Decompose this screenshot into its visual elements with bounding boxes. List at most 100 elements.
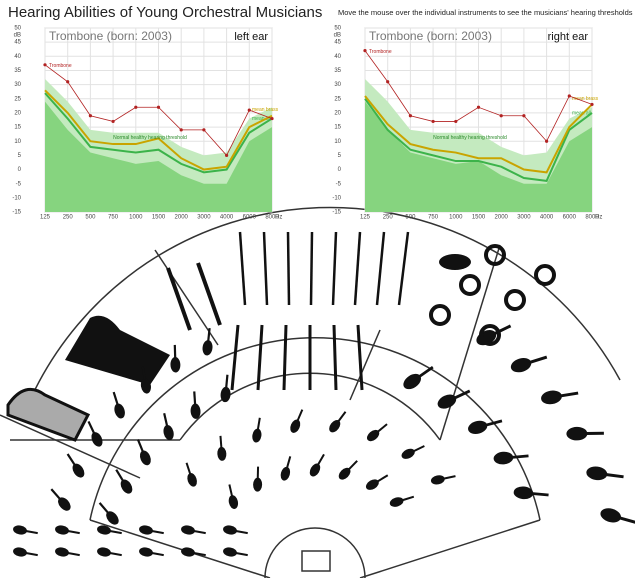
violin[interactable] <box>133 438 153 467</box>
trombone[interactable] <box>399 232 408 305</box>
woodwind[interactable] <box>232 325 238 390</box>
horn[interactable] <box>431 306 449 324</box>
page: {"title": "Hearing Abilities of Young Or… <box>0 0 635 578</box>
violin[interactable] <box>54 524 80 537</box>
viola[interactable] <box>253 467 263 492</box>
violin[interactable] <box>220 374 232 402</box>
data-point <box>89 114 92 117</box>
neck <box>606 474 624 476</box>
y-tick-label: -15 <box>332 210 341 216</box>
trombone[interactable] <box>264 232 267 305</box>
violin[interactable] <box>54 546 80 559</box>
body <box>138 449 153 467</box>
violin[interactable] <box>202 328 215 356</box>
data-point <box>545 140 548 143</box>
y-tick-label: 10 <box>14 139 21 145</box>
neck <box>619 518 635 523</box>
violin[interactable] <box>189 391 201 419</box>
violin[interactable] <box>63 451 86 479</box>
horn[interactable] <box>536 266 554 284</box>
violin[interactable] <box>180 546 206 559</box>
violin[interactable] <box>222 524 248 537</box>
violin[interactable] <box>96 546 122 559</box>
violin[interactable] <box>138 524 164 537</box>
violin[interactable] <box>222 546 248 559</box>
cello[interactable] <box>401 362 437 392</box>
cello[interactable] <box>540 386 579 405</box>
neck <box>532 494 549 495</box>
cello[interactable] <box>467 415 504 436</box>
x-axis-label: Hz <box>595 215 602 221</box>
y-tick-label: 45 <box>334 40 341 46</box>
violin[interactable] <box>138 546 164 559</box>
data-point <box>477 106 480 109</box>
panel-label: left ear <box>234 31 268 43</box>
body <box>96 546 111 557</box>
cello[interactable] <box>509 351 549 375</box>
viola[interactable] <box>430 472 456 486</box>
trombone[interactable] <box>355 232 360 305</box>
y-tick-label: 10 <box>334 139 341 145</box>
viola[interactable] <box>288 408 306 435</box>
viola[interactable] <box>400 442 426 461</box>
cello[interactable] <box>435 385 472 411</box>
neck <box>194 531 206 533</box>
x-tick-label: 1500 <box>472 215 486 221</box>
body <box>222 546 237 557</box>
trombone[interactable] <box>240 232 245 305</box>
violin[interactable] <box>109 391 127 420</box>
woodwind[interactable] <box>334 325 336 390</box>
trombone[interactable] <box>377 232 384 305</box>
violin[interactable] <box>180 524 206 537</box>
neck <box>187 463 191 474</box>
neck <box>258 418 260 430</box>
neck <box>110 553 122 555</box>
neck <box>236 531 248 533</box>
trombone[interactable] <box>311 232 312 305</box>
viola[interactable] <box>182 461 198 488</box>
x-tick-label: 4000 <box>220 215 234 221</box>
piano[interactable] <box>65 316 170 385</box>
y-tick-label: 35 <box>334 68 341 74</box>
data-point <box>409 114 412 117</box>
trombone[interactable] <box>333 232 336 305</box>
violin[interactable] <box>84 419 105 448</box>
viola[interactable] <box>364 471 390 492</box>
cello[interactable] <box>585 465 624 483</box>
violin[interactable] <box>12 524 38 537</box>
y-tick-label: 50 <box>14 26 21 32</box>
x-tick-label: 1000 <box>449 215 463 221</box>
data-point <box>43 63 46 66</box>
cello[interactable] <box>493 450 529 466</box>
panel-label: right ear <box>548 31 589 43</box>
timpani[interactable] <box>439 254 471 270</box>
trombone[interactable] <box>288 232 289 305</box>
horn[interactable] <box>506 291 524 309</box>
violin[interactable] <box>112 467 135 496</box>
viola[interactable] <box>216 436 227 462</box>
harp[interactable] <box>8 389 88 440</box>
series-label: Trombone <box>369 49 392 55</box>
viola[interactable] <box>389 492 416 508</box>
violin[interactable] <box>48 486 74 513</box>
neck <box>114 392 118 405</box>
cello[interactable] <box>566 427 604 441</box>
viola[interactable] <box>225 483 239 509</box>
neck <box>444 476 456 478</box>
violin[interactable] <box>159 412 175 441</box>
viola[interactable] <box>337 458 361 482</box>
viola[interactable] <box>365 421 390 444</box>
violin[interactable] <box>12 546 38 559</box>
horn[interactable] <box>461 276 479 294</box>
viola[interactable] <box>251 417 264 443</box>
neck <box>378 475 388 481</box>
body <box>493 451 514 465</box>
woodwind[interactable] <box>284 325 286 390</box>
viola[interactable] <box>327 409 349 434</box>
cello[interactable] <box>599 506 635 529</box>
trumpet[interactable] <box>198 263 220 325</box>
viola[interactable] <box>308 452 328 478</box>
violin[interactable] <box>170 345 181 373</box>
viola[interactable] <box>279 455 294 482</box>
neck <box>51 489 60 499</box>
